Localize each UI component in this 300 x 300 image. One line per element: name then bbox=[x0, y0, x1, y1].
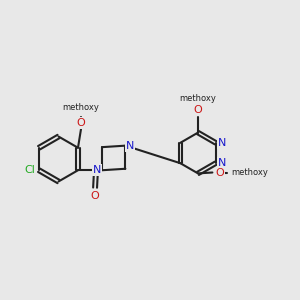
Text: O: O bbox=[91, 191, 100, 201]
Text: O: O bbox=[76, 118, 85, 128]
Text: N: N bbox=[218, 158, 226, 168]
Text: N: N bbox=[218, 138, 226, 148]
Text: Cl: Cl bbox=[25, 165, 35, 175]
Text: methoxy: methoxy bbox=[62, 103, 99, 112]
Text: O: O bbox=[215, 167, 224, 178]
Text: methoxy: methoxy bbox=[231, 168, 268, 177]
Text: O: O bbox=[194, 106, 202, 116]
Text: methoxy: methoxy bbox=[180, 94, 216, 103]
Text: N: N bbox=[126, 141, 134, 151]
Text: N: N bbox=[93, 165, 101, 175]
